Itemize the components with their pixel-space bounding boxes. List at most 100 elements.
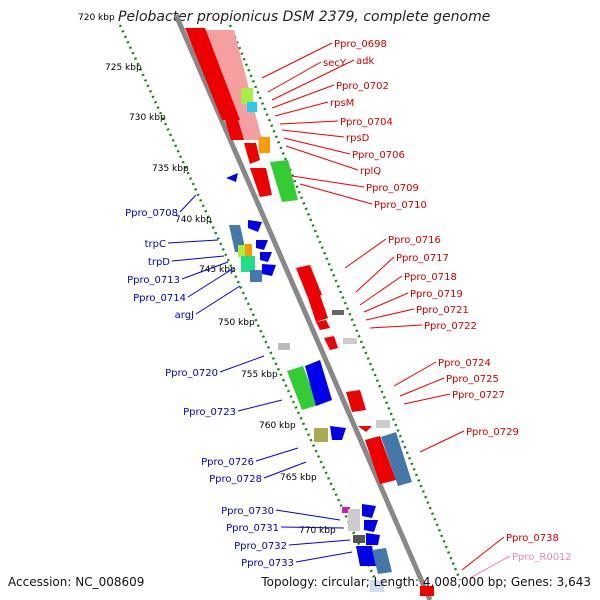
- scale-tick-label: 755 kbp: [241, 370, 278, 380]
- gene-feature: [250, 270, 262, 282]
- leader-line: [399, 377, 445, 397]
- leader-line: [255, 447, 299, 462]
- tick-track-right: [228, 24, 462, 581]
- leader-line: [469, 555, 511, 579]
- leader-line: [179, 194, 197, 213]
- scale-tick-label: 735 kbp: [152, 164, 189, 174]
- gene-feature: [260, 252, 272, 262]
- leader-line: [283, 137, 351, 155]
- leader-line: [279, 120, 339, 125]
- genome-title: Pelobacter propionicus DSM 2379, complet…: [118, 9, 491, 25]
- gene-feature: [245, 244, 252, 256]
- gene-label-reverse: trpD: [148, 257, 170, 268]
- gene-feature: [305, 360, 332, 406]
- gene-feature: [248, 220, 262, 232]
- gene-feature: [346, 390, 366, 412]
- gene-label-forward: Ppro_0702: [336, 81, 389, 92]
- gene-feature: [358, 426, 372, 432]
- gene-feature: [332, 310, 344, 315]
- leader-line: [281, 129, 345, 138]
- forward-gene-block: [185, 28, 298, 202]
- genome-summary: Topology: circular; Length: 4,008,000 bp…: [261, 575, 591, 589]
- leader-line: [419, 430, 465, 453]
- gene-label-forward: Ppro_0710: [374, 200, 427, 211]
- genome-backbone: [173, 14, 433, 600]
- leader-line: [219, 355, 265, 373]
- gene-label-forward: Ppro_0721: [416, 305, 469, 316]
- gene-feature: [342, 507, 350, 513]
- gene-feature: [262, 264, 276, 276]
- gene-label-forward: Ppro_0716: [388, 235, 441, 246]
- gene-label-forward: adk: [356, 56, 374, 67]
- leader-line: [280, 526, 345, 529]
- gene-labels: Ppro_0698 secY adk Ppro_0702 rpsM Ppro_0704rp…: [125, 39, 572, 569]
- gene-feature: [308, 295, 328, 322]
- leader-line: [344, 238, 387, 269]
- gene-feature: [314, 428, 328, 442]
- scale-tick-label: 745 kbp: [199, 265, 236, 275]
- leader-line: [403, 393, 451, 405]
- gene-feature: [316, 320, 330, 330]
- leader-line: [299, 183, 373, 205]
- gene-feature: [256, 240, 268, 250]
- gene-feature: [362, 504, 376, 518]
- gene-label-reverse: Ppro_0713: [127, 275, 180, 286]
- scale-labels: 720 kbp 725 kbp 730 kbp 735 kbp 740 kbp 745 k…: [78, 13, 336, 536]
- gene-label-reverse: Ppro_0726: [201, 457, 254, 468]
- gene-feature: [241, 256, 255, 272]
- gene-label-reverse: Ppro_0708: [125, 208, 178, 219]
- gene-feature: [348, 509, 360, 531]
- lower-gene-cluster: [342, 504, 434, 596]
- leader-line: [261, 42, 333, 79]
- gene-feature: [372, 548, 392, 574]
- gene-label-reverse: Ppro_0732: [234, 541, 287, 552]
- gene-feature: [185, 28, 240, 120]
- gene-label-forward: Ppro_0724: [438, 358, 491, 369]
- accession-text: Accession: NC_008609: [8, 575, 145, 589]
- leader-line: [267, 61, 322, 93]
- leader-line: [275, 509, 341, 521]
- gene-label-reverse: Ppro_0723: [183, 407, 236, 418]
- gene-feature: [287, 366, 318, 410]
- scale-tick-label: 765 kbp: [280, 473, 317, 483]
- gene-feature: [364, 520, 378, 532]
- gene-label-forward: Ppro_0698: [334, 39, 387, 50]
- leader-line: [359, 275, 403, 306]
- reverse-gene-cluster: [229, 220, 276, 282]
- leader-line: [291, 175, 365, 188]
- gene-label-forward: Ppro_0725: [446, 374, 499, 385]
- leader-line: [271, 84, 335, 109]
- gene-feature: [270, 160, 298, 202]
- leader-line: [461, 536, 505, 571]
- gene-label-forward: Ppro_0727: [452, 390, 505, 401]
- gene-feature: [356, 546, 376, 566]
- gene-label-forward: rplQ: [360, 166, 381, 177]
- scale-tick-label: 750 kbp: [218, 318, 255, 328]
- gene-feature: [250, 168, 272, 197]
- leader-line: [167, 239, 219, 244]
- gene-feature: [296, 265, 322, 298]
- scale-tick-label: 760 kbp: [259, 421, 296, 431]
- leader-line: [285, 145, 359, 171]
- gene-feature: [244, 143, 260, 164]
- gene-feature: [365, 436, 396, 484]
- forward-gene-cluster: [278, 265, 357, 350]
- gene-label-reverse: trpC: [145, 239, 166, 250]
- gene-feature: [238, 245, 247, 257]
- scale-tick-label: 720 kbp: [78, 13, 115, 23]
- scale-tick-label: 740 kbp: [175, 215, 212, 225]
- leader-line: [187, 267, 235, 298]
- gene-label-forward: Ppro_0719: [410, 289, 463, 300]
- leader-line: [271, 59, 355, 101]
- gene-label-forward: Ppro_0704: [340, 117, 393, 128]
- gene-label-forward: secY: [323, 58, 347, 69]
- gene-feature: [278, 343, 290, 350]
- gene-label-reverse: Ppro_0733: [241, 558, 294, 569]
- gene-label-reverse: Ppro_0720: [165, 368, 218, 379]
- gene-feature: [353, 535, 365, 543]
- gene-label-reverse: Ppro_0731: [226, 523, 279, 534]
- gene-feature: [376, 420, 390, 428]
- gene-label-forward: Ppro_0706: [352, 150, 405, 161]
- leader-line: [393, 361, 437, 387]
- gene-label-forward: rpsM: [330, 98, 354, 109]
